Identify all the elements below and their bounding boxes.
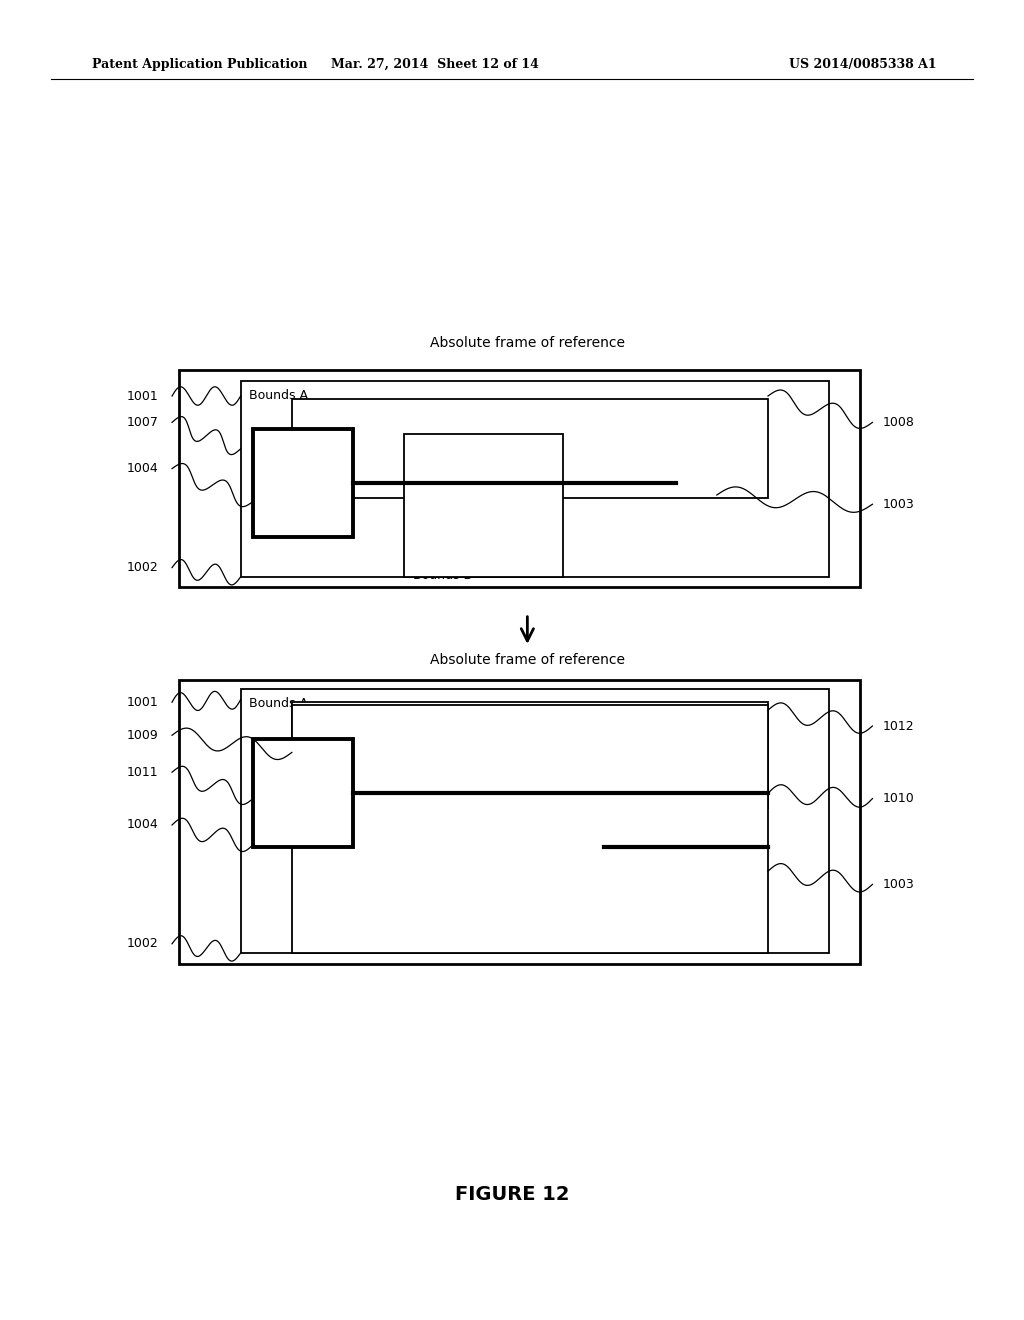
Bar xyxy=(241,689,829,953)
Bar xyxy=(404,434,563,577)
Bar xyxy=(253,429,353,537)
Text: Bounds A: Bounds A xyxy=(249,697,308,710)
Text: 1001: 1001 xyxy=(127,696,159,709)
Text: 1004: 1004 xyxy=(127,818,159,832)
Text: 1009: 1009 xyxy=(127,729,159,742)
Bar xyxy=(241,381,829,577)
Bar xyxy=(292,705,768,953)
Text: 1007: 1007 xyxy=(127,416,159,429)
Bar xyxy=(179,370,860,587)
Text: 1002: 1002 xyxy=(127,561,159,574)
Text: 1011: 1011 xyxy=(127,766,159,779)
Bar xyxy=(292,399,768,498)
Text: Absolute frame of reference: Absolute frame of reference xyxy=(430,652,625,667)
Text: 1003: 1003 xyxy=(883,498,914,511)
Text: Bounds B (adjusted): Bounds B (adjusted) xyxy=(300,924,427,937)
Text: 1002: 1002 xyxy=(127,937,159,950)
Text: 1003: 1003 xyxy=(883,878,914,891)
Text: Patent Application Publication: Patent Application Publication xyxy=(92,58,307,71)
Text: 1004: 1004 xyxy=(127,462,159,475)
Bar xyxy=(253,739,353,847)
Bar xyxy=(292,702,768,808)
Text: Bounds B: Bounds B xyxy=(413,569,472,582)
Text: 1012: 1012 xyxy=(883,719,914,733)
Text: Bounds A: Bounds A xyxy=(249,389,308,403)
Text: 1001: 1001 xyxy=(127,389,159,403)
Text: 1010: 1010 xyxy=(883,792,914,805)
Text: 1008: 1008 xyxy=(883,416,914,429)
Text: FIGURE 12: FIGURE 12 xyxy=(455,1185,569,1204)
Text: Mar. 27, 2014  Sheet 12 of 14: Mar. 27, 2014 Sheet 12 of 14 xyxy=(331,58,540,71)
Bar xyxy=(179,680,860,964)
Text: US 2014/0085338 A1: US 2014/0085338 A1 xyxy=(790,58,937,71)
Text: Absolute frame of reference: Absolute frame of reference xyxy=(430,335,625,350)
